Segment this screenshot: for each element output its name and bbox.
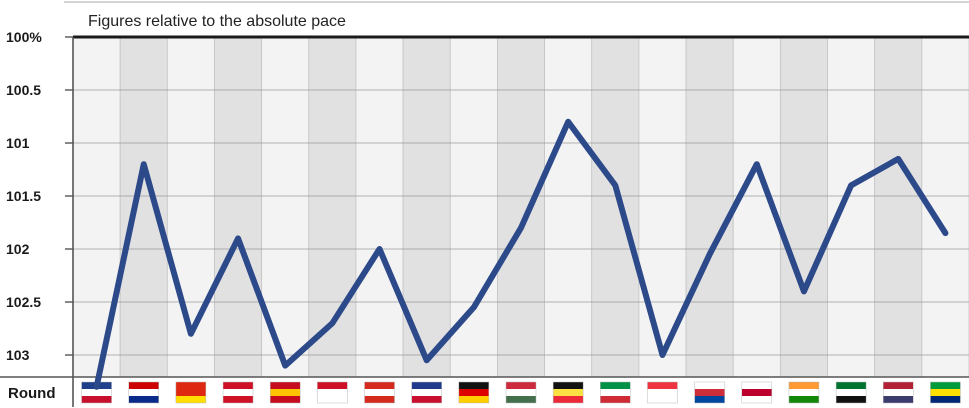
- y-tick-label: 101: [6, 135, 30, 151]
- flag-canada-icon: [364, 381, 395, 404]
- flag-brazil-icon: [930, 381, 961, 404]
- column-band: [72, 36, 121, 378]
- flag-korea-icon: [694, 381, 725, 404]
- axes: [0, 35, 969, 407]
- y-tick-label: 101.5: [6, 188, 41, 204]
- column-band: [685, 36, 734, 378]
- column-band: [827, 36, 876, 378]
- flag-japan-icon: [741, 381, 773, 404]
- flag-spain-icon: [269, 381, 301, 404]
- flag-bahrain-icon: [222, 381, 254, 404]
- x-axis-flags: [81, 381, 961, 404]
- flag-italy-icon: [600, 381, 631, 404]
- flag-usa-icon: [883, 381, 914, 404]
- flag-malaysia-icon: [128, 381, 159, 404]
- column-band: [449, 36, 498, 378]
- flag-china-icon: [175, 381, 207, 404]
- flag-monaco-icon: [317, 381, 348, 404]
- column-band: [874, 36, 923, 378]
- column-band: [355, 36, 404, 378]
- flag-uae-icon: [835, 381, 867, 404]
- column-band: [119, 36, 168, 378]
- column-band: [214, 36, 263, 378]
- series-line: [93, 118, 949, 390]
- flag-india-icon: [788, 381, 820, 404]
- y-tick-label: 102: [6, 241, 30, 257]
- chart-title: Figures relative to the absolute pace: [88, 13, 346, 30]
- x-axis-label: Round: [8, 385, 55, 402]
- flag-belgium-icon: [552, 381, 584, 404]
- column-band: [779, 36, 828, 378]
- y-tick-label: 102.5: [6, 294, 41, 310]
- column-bands: [72, 36, 969, 378]
- y-tick-label: 100.5: [6, 82, 41, 98]
- column-band: [591, 36, 640, 378]
- flag-germany-icon: [458, 381, 490, 404]
- y-tick-label: 103: [6, 347, 30, 363]
- column-band: [497, 36, 545, 378]
- y-axis-ticks: 100% 100.5 101 101.5 102 102.5 103: [6, 29, 73, 363]
- column-band: [544, 36, 593, 378]
- flag-hungary-icon: [505, 381, 537, 404]
- y-tick-label: 100%: [6, 29, 42, 45]
- flag-great-britain-icon: [411, 381, 442, 404]
- flag-singapore-icon: [647, 381, 678, 404]
- column-band: [166, 36, 215, 378]
- series-layer: [93, 118, 949, 390]
